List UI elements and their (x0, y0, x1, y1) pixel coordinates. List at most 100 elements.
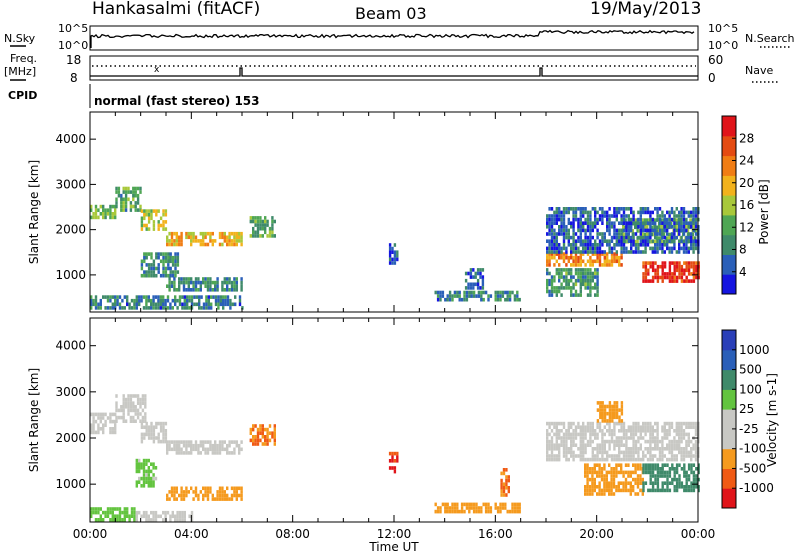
heatmap-cell (94, 215, 98, 220)
heatmap-cell (221, 447, 224, 452)
heatmap-cell (145, 263, 148, 267)
heatmap-cell (261, 226, 264, 231)
heatmap-cell (682, 250, 686, 254)
heatmap-cell (687, 225, 690, 229)
heatmap-cell (211, 497, 214, 501)
heatmap-cell (622, 454, 626, 458)
heatmap-cell (546, 217, 549, 222)
heatmap-cell (615, 474, 618, 478)
heatmap-cell (162, 439, 165, 444)
heatmap-cell (570, 436, 573, 440)
heatmap-cell (687, 439, 690, 444)
heatmap-cell (209, 280, 212, 285)
heatmap-cell (393, 261, 397, 265)
heatmap-cell (133, 306, 136, 310)
heatmap-cell (141, 415, 145, 420)
heatmap-cell (505, 468, 508, 472)
heatmap-cell (147, 298, 150, 303)
heatmap-cell (625, 214, 628, 218)
heatmap-cell (596, 436, 599, 440)
heatmap-cell (120, 204, 123, 209)
heatmap-cell (606, 243, 609, 247)
heatmap-cell (637, 235, 640, 240)
heatmap-cell (666, 210, 669, 215)
heatmap-cell (480, 290, 483, 295)
x-tick-label: 16:00 (478, 527, 513, 541)
heatmap-cell (613, 221, 616, 225)
heatmap-cell (168, 440, 171, 444)
heatmap-cell (630, 429, 633, 433)
heatmap-cell (627, 474, 630, 478)
heatmap-cell (579, 214, 582, 218)
heatmap-cell (608, 454, 611, 458)
heatmap-cell (142, 462, 146, 466)
heatmap-cell (610, 457, 614, 462)
heatmap-cell (586, 268, 590, 272)
heatmap-cell (606, 221, 609, 225)
heatmap-cell (166, 497, 169, 501)
heatmap-cell (603, 250, 606, 254)
heatmap-cell (508, 294, 512, 298)
heatmap-cell (150, 484, 153, 488)
heatmap-cell (678, 275, 681, 280)
heatmap-cell (97, 423, 100, 427)
heatmap-cell (630, 450, 633, 455)
heatmap-cell (697, 477, 700, 482)
heatmap-cell (683, 279, 686, 283)
heatmap-cell (496, 294, 500, 298)
heatmap-cell (468, 290, 471, 295)
heatmap-cell (396, 455, 399, 459)
heatmap-cell (649, 228, 652, 233)
heatmap-cell (94, 208, 98, 212)
heatmap-cell (682, 232, 686, 236)
heatmap-cell (624, 488, 628, 493)
heatmap-cell (104, 295, 107, 299)
heatmap-cell (598, 447, 602, 451)
heatmap-cell (560, 286, 563, 290)
heatmap-cell (647, 279, 650, 283)
heatmap-cell (588, 467, 592, 471)
heatmap-cell (655, 229, 658, 233)
heatmap-cell (680, 207, 683, 211)
heatmap-cell (168, 242, 171, 247)
heatmap-cell (558, 443, 561, 447)
heatmap-cell (594, 246, 597, 251)
heatmap-cell (598, 425, 602, 429)
heatmap-cell (668, 214, 671, 218)
heatmap-cell (599, 408, 602, 412)
heatmap-cell (589, 286, 592, 290)
heatmap-cell (680, 485, 684, 489)
heatmap-cell (601, 232, 604, 236)
heatmap-cell (643, 225, 646, 230)
heatmap-cell (613, 447, 616, 451)
heatmap-cell (175, 447, 178, 452)
heatmap-cell (249, 234, 252, 238)
heatmap-cell (139, 397, 142, 402)
heatmap-cell (90, 306, 93, 310)
heatmap-cell (508, 297, 512, 302)
heatmap-cell (582, 207, 585, 211)
heatmap-cell (582, 425, 585, 429)
heatmap-cell (139, 401, 142, 405)
heatmap-cell (99, 204, 102, 209)
heatmap-cell (622, 228, 626, 233)
heatmap-cell (618, 436, 621, 440)
heatmap-cell (233, 440, 236, 444)
heatmap-cell (180, 493, 183, 498)
heatmap-cell (668, 470, 672, 475)
heatmap-cell (558, 210, 561, 215)
heatmap-cell (562, 214, 566, 218)
heatmap-cell (465, 502, 469, 507)
heatmap-cell (92, 430, 95, 435)
heatmap-cell (106, 208, 110, 212)
heatmap-cell (608, 263, 611, 267)
heatmap-cell (678, 450, 681, 455)
heatmap-cell (145, 518, 148, 522)
heatmap-cell (685, 268, 688, 273)
heatmap-cell (687, 210, 690, 215)
heatmap-cell (690, 470, 693, 475)
heatmap-cell (388, 466, 392, 470)
heatmap-cell (608, 485, 611, 489)
heatmap-cell (613, 411, 616, 416)
heatmap-cell (396, 257, 399, 262)
